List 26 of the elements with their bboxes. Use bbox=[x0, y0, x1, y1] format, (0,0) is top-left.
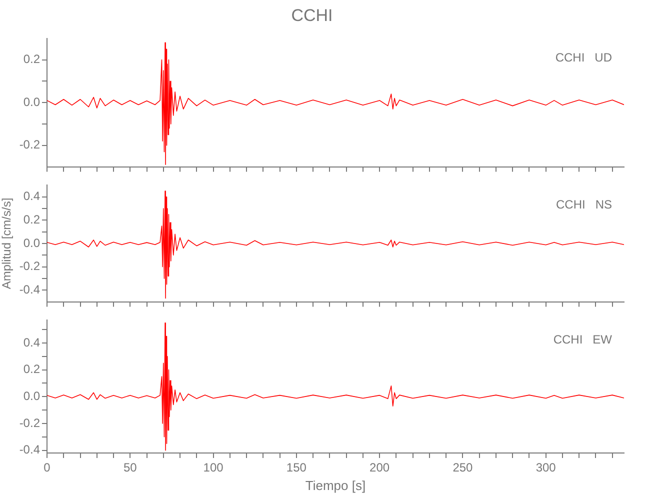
x-tick-label: 0 bbox=[44, 460, 51, 475]
x-tick-label: 50 bbox=[123, 460, 138, 475]
x-tick-label: 150 bbox=[286, 460, 307, 475]
x-tick-label: 250 bbox=[452, 460, 474, 475]
y-tick-label: 0.0 bbox=[23, 94, 40, 109]
y-tick-label: -0.4 bbox=[19, 442, 40, 457]
x-tick-label: 300 bbox=[536, 460, 556, 475]
y-tick-label: -0.2 bbox=[19, 138, 40, 152]
y-tick-label: -0.4 bbox=[19, 282, 40, 296]
annotation: CCHI UD bbox=[555, 50, 612, 65]
y-tick-label: 0.0 bbox=[23, 388, 40, 403]
y-tick-label: 0.0 bbox=[23, 236, 40, 250]
y-tick-label: 0.2 bbox=[23, 362, 40, 376]
annotation: CCHI EW bbox=[553, 332, 613, 347]
y-tick-label: -0.2 bbox=[19, 259, 40, 274]
x-tick-label: 100 bbox=[203, 460, 224, 475]
chart-title: CCHI bbox=[291, 6, 333, 25]
x-tick-label: 200 bbox=[370, 460, 390, 475]
y-tick-label: 0.4 bbox=[23, 335, 40, 350]
x-axis-title: Tiempo [s] bbox=[305, 478, 366, 493]
y-tick-label: 0.4 bbox=[23, 189, 40, 204]
y-tick-label: -0.2 bbox=[19, 416, 40, 430]
y-axis-title: Amplitud [cm/s/s] bbox=[0, 198, 14, 290]
annotation: CCHI NS bbox=[556, 198, 612, 212]
y-tick-label: 0.2 bbox=[23, 52, 40, 66]
y-tick-label: 0.2 bbox=[23, 212, 40, 226]
